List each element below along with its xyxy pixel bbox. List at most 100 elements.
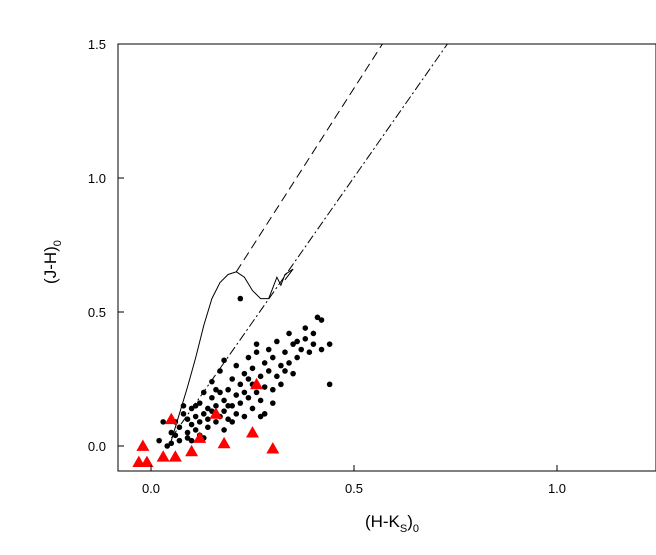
- data-point: [294, 338, 300, 345]
- data-point: [249, 365, 256, 372]
- x-tick-label: 0.0: [142, 481, 160, 496]
- data-point: [257, 397, 264, 404]
- data-point: [217, 368, 223, 374]
- x-axis-title: (H-KS)0: [365, 512, 419, 535]
- data-point: [245, 354, 252, 361]
- data-point: [237, 400, 244, 406]
- data-point: [326, 341, 333, 347]
- data-point: [221, 397, 227, 404]
- data-point: [209, 378, 215, 385]
- data-point: [233, 392, 240, 398]
- data-point: [270, 386, 276, 393]
- data-point: [282, 368, 288, 374]
- data-point: [257, 373, 264, 380]
- triangle-point: [136, 439, 150, 451]
- triangle-point: [140, 455, 154, 467]
- data-point: [229, 403, 235, 409]
- data-point: [302, 336, 309, 342]
- data-point: [200, 389, 207, 396]
- dashed-line: [235, 43, 383, 273]
- y-tick-label: 1.5: [88, 37, 106, 52]
- x-tick-label: 0.5: [345, 481, 363, 496]
- triangle-point: [156, 450, 170, 462]
- data-point: [168, 440, 175, 447]
- triangle-point: [168, 450, 182, 462]
- data-point: [176, 424, 183, 431]
- triangle-point: [209, 407, 223, 419]
- model-lines: [170, 43, 448, 441]
- data-point: [233, 411, 240, 417]
- data-point: [253, 389, 260, 396]
- data-point: [205, 416, 211, 423]
- data-point: [278, 362, 284, 369]
- data-point: [205, 405, 211, 412]
- triangle-point: [164, 412, 178, 425]
- data-point: [221, 427, 227, 433]
- data-point: [172, 432, 179, 439]
- data-point: [286, 360, 292, 366]
- data-point: [188, 405, 195, 412]
- data-point: [217, 389, 223, 396]
- data-point: [290, 341, 296, 347]
- data-point: [314, 314, 321, 321]
- data-point: [270, 400, 276, 406]
- plot-frame: [117, 43, 656, 472]
- data-point: [261, 360, 268, 366]
- data-point: [229, 376, 235, 382]
- data-point: [290, 370, 296, 377]
- triangle-point: [185, 444, 199, 457]
- data-point: [253, 341, 260, 347]
- data-point: [192, 427, 199, 433]
- data-point: [274, 373, 280, 380]
- data-point: [205, 424, 211, 431]
- data-point: [326, 381, 333, 388]
- data-point: [180, 411, 187, 417]
- data-point: [180, 403, 187, 409]
- data-point: [200, 411, 207, 417]
- data-point: [209, 394, 215, 401]
- data-point: [302, 325, 309, 331]
- dashdot-line: [170, 43, 448, 439]
- triangle-point: [193, 431, 207, 443]
- data-points: [132, 295, 333, 467]
- data-point: [249, 405, 256, 412]
- data-point: [176, 437, 183, 444]
- data-point: [306, 349, 313, 356]
- data-point: [241, 413, 248, 420]
- data-point: [213, 403, 219, 409]
- data-point: [233, 362, 240, 369]
- data-point: [225, 386, 231, 393]
- data-point: [192, 413, 199, 420]
- solid-line: [170, 268, 294, 441]
- data-point: [261, 411, 268, 417]
- data-point: [286, 330, 292, 337]
- data-point: [310, 330, 317, 337]
- triangle-point: [266, 442, 280, 454]
- y-tick-label: 1.0: [88, 171, 106, 186]
- data-point: [196, 419, 203, 425]
- x-axis: 0.0 0.5 1.0: [142, 465, 566, 496]
- data-point: [245, 394, 252, 401]
- y-axis-title: (J-H)0: [41, 240, 64, 284]
- data-point: [237, 295, 244, 302]
- data-point: [278, 381, 284, 388]
- data-point: [160, 419, 166, 425]
- x-tick-label: 1.0: [548, 481, 566, 496]
- triangle-point: [217, 436, 231, 449]
- data-point: [213, 419, 219, 425]
- data-point: [253, 349, 260, 356]
- data-point: [229, 419, 235, 425]
- triangle-point: [250, 377, 264, 390]
- data-point: [265, 346, 272, 353]
- data-point: [188, 421, 195, 428]
- data-point: [261, 384, 268, 390]
- data-point: [257, 413, 264, 420]
- data-point: [184, 429, 191, 436]
- data-point: [196, 400, 203, 406]
- data-point: [265, 368, 272, 374]
- data-point: [164, 443, 171, 449]
- data-point: [184, 416, 191, 423]
- data-point: [245, 376, 252, 382]
- data-point: [168, 429, 175, 436]
